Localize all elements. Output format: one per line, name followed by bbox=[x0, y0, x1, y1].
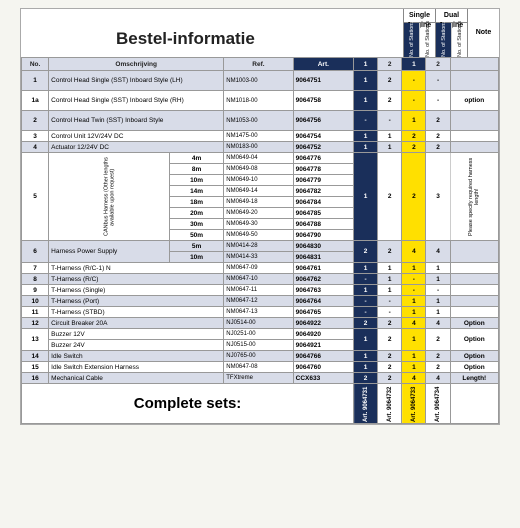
table-row: 7T-Harness (R/C-1) NNM0647-0990647611111 bbox=[22, 263, 499, 274]
table-row: 6Harness Power Supply5mNM0414-2890648302… bbox=[22, 241, 499, 252]
table-row: 8T-Harness (R/C)NM0647-109064762-1-1 bbox=[22, 274, 499, 285]
table-row: 1Control Head Single (SST) Inboard Style… bbox=[22, 71, 499, 91]
table-row: 16Mechanical CableTFXtremeCCX6332244Leng… bbox=[22, 373, 499, 384]
table-row: 9T-Harness (Single)NM0647-11906476311-- bbox=[22, 285, 499, 296]
table-row: 12Circuit Breaker 20ANJ0514-009064922224… bbox=[22, 318, 499, 329]
column-header-row: No. Omschrijving Ref. Art. 12 12 bbox=[22, 58, 499, 71]
table-row: 4Actuator 12/24V DCNM0183-0090647521122 bbox=[22, 142, 499, 153]
note-header: Note bbox=[467, 9, 499, 57]
table-row: 1aControl Head Single (SST) Inboard Styl… bbox=[22, 91, 499, 111]
main-table: No. Omschrijving Ref. Art. 12 12 1Contro… bbox=[21, 57, 499, 424]
table-row: 14Idle SwitchNJ0765-0090647661212Option bbox=[22, 351, 499, 362]
table-row: 5CANbus Harness (Other lengths available… bbox=[22, 153, 499, 164]
table-row: Complete sets:Art. 9064731Art. 9064732Ar… bbox=[22, 384, 499, 424]
table-row: 11T-Harness (STBD)NM0647-139064765--11 bbox=[22, 307, 499, 318]
table-row: 15Idle Switch Extension HarnessNM0647-08… bbox=[22, 362, 499, 373]
table-row: 3Control Unit 12V/24V DCNM1475-009064754… bbox=[22, 131, 499, 142]
table-row: 2Control Head Twin (SST) Inboard StyleNM… bbox=[22, 111, 499, 131]
page-title: Bestel-informatie bbox=[116, 29, 255, 49]
table-row: 13Buzzer 12VNJ0251-0090649201212Option bbox=[22, 329, 499, 340]
table-row: 10T-Harness (Port)NM0647-129064764--11 bbox=[22, 296, 499, 307]
order-info-table: Bestel-informatie Single Engine No. of S… bbox=[20, 8, 500, 425]
